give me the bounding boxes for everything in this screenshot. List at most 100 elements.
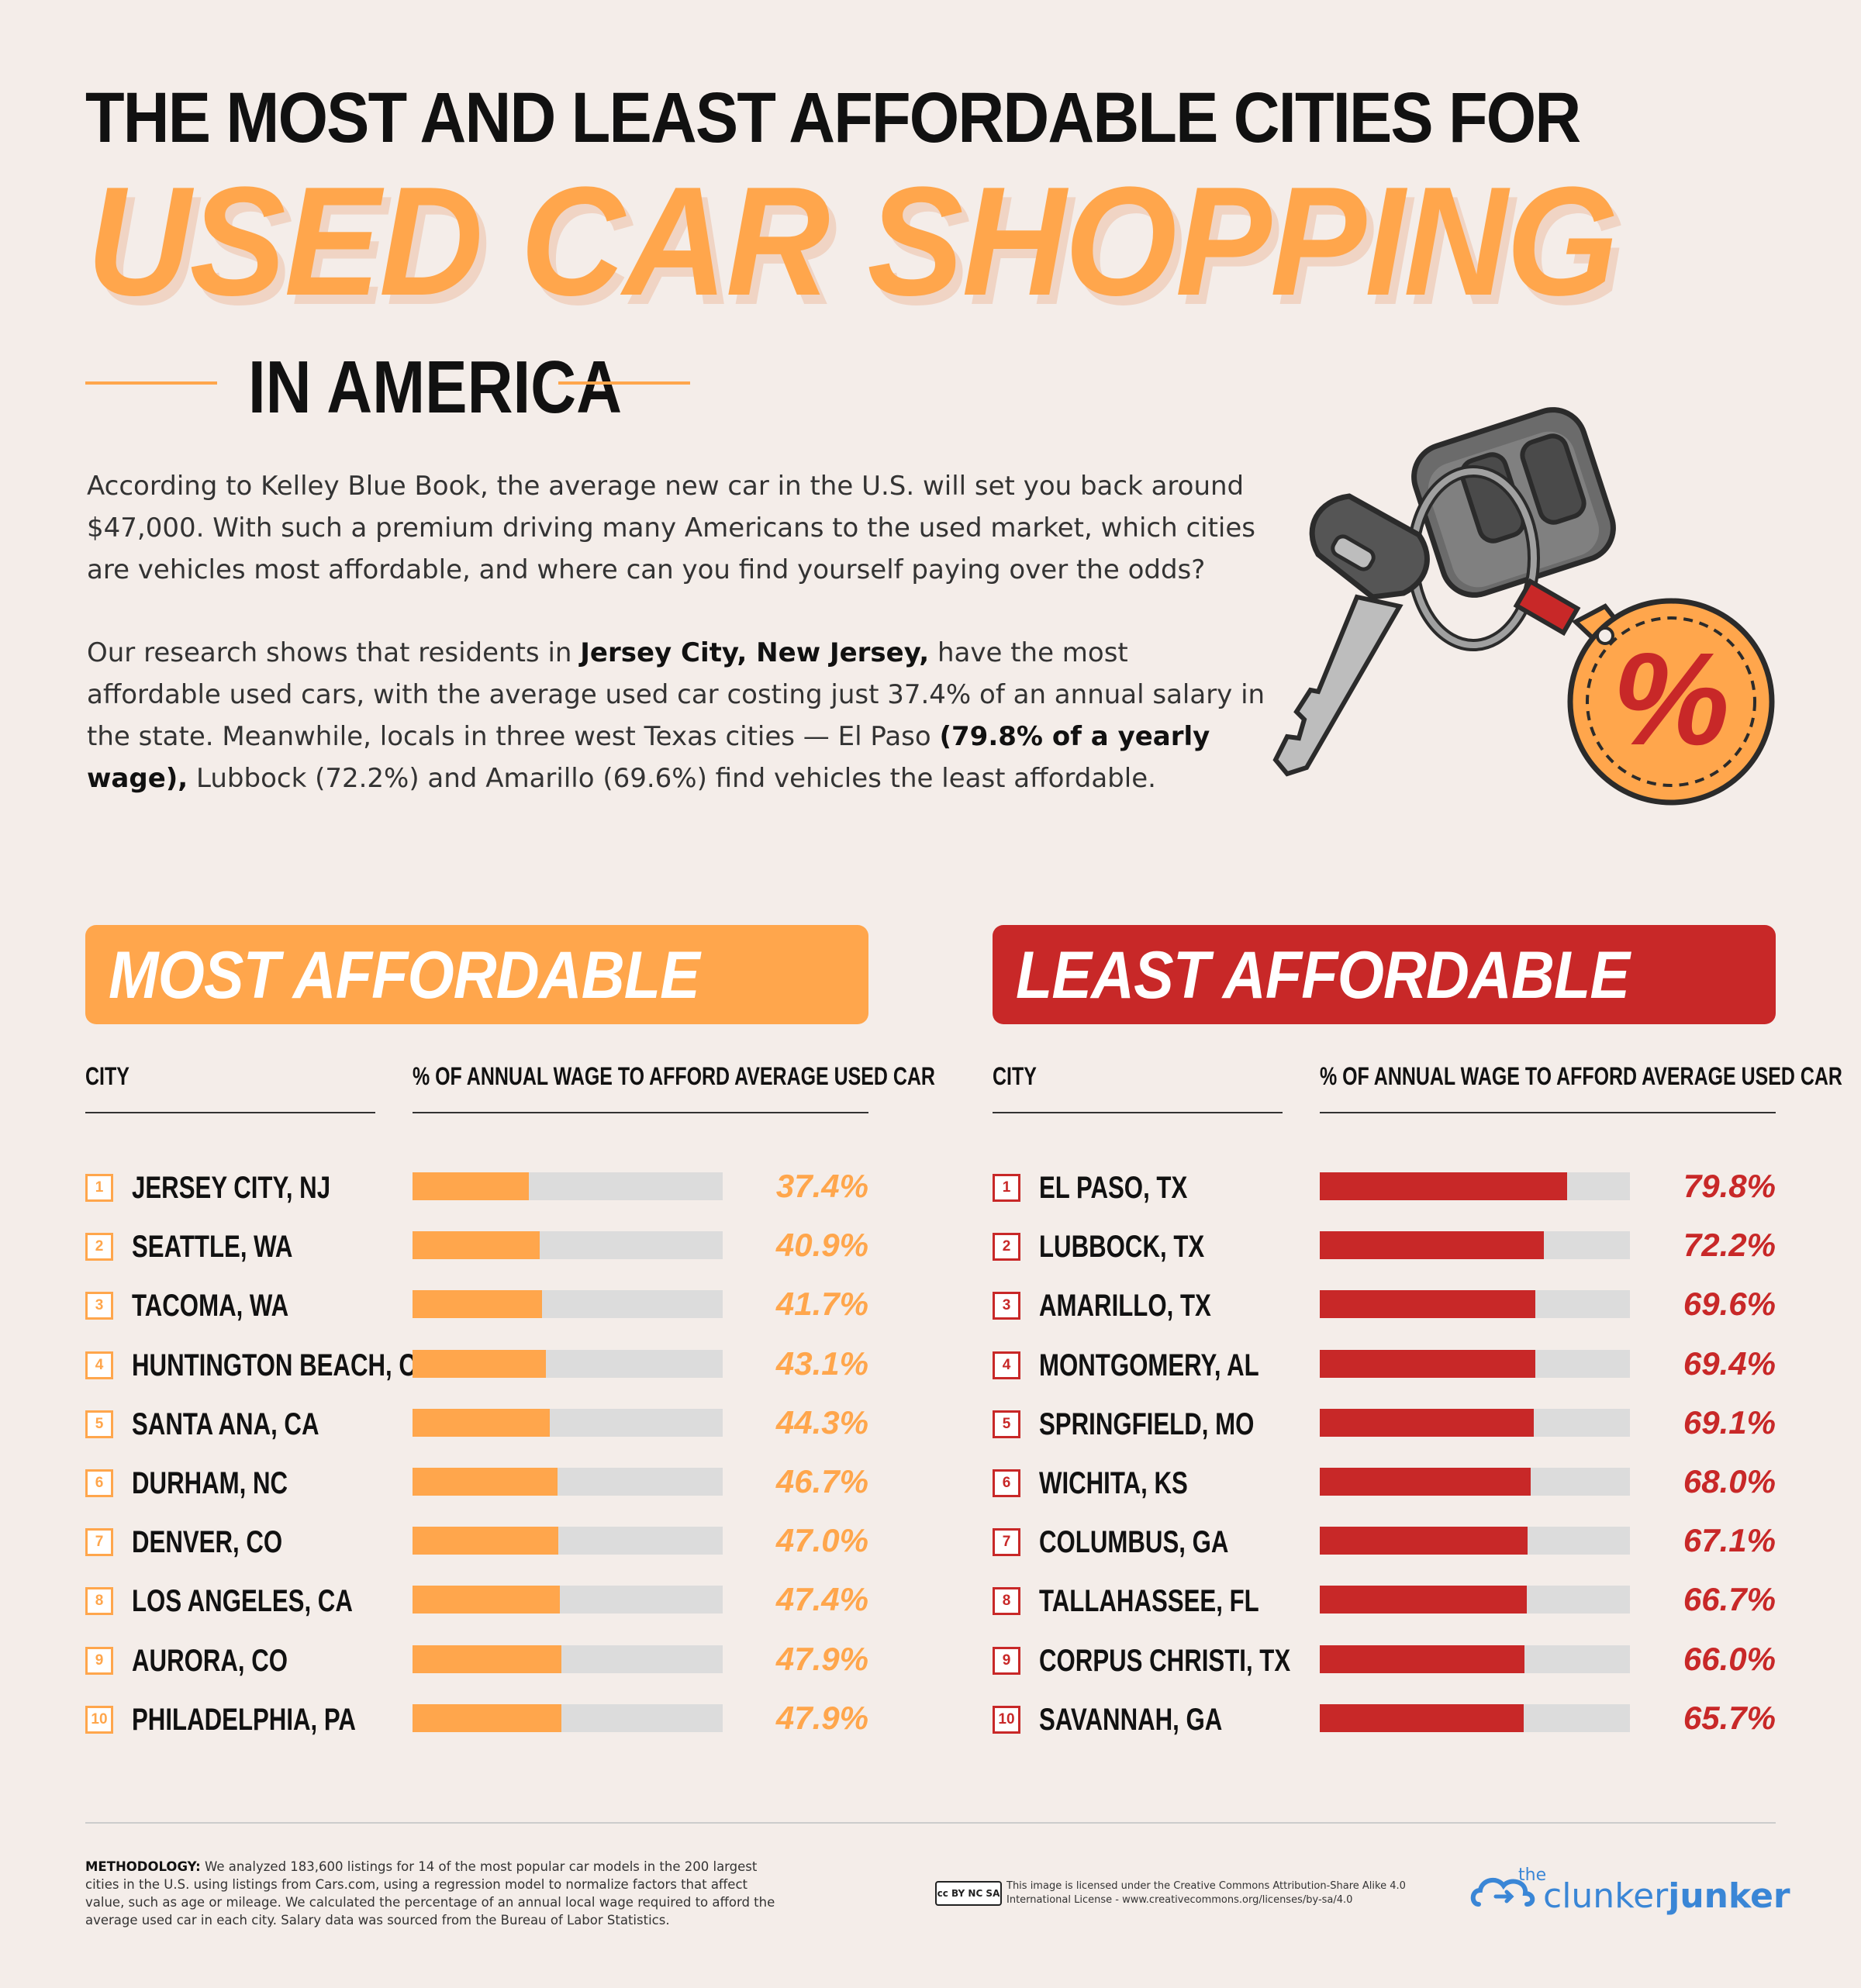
logo-the-text: the	[1518, 1865, 1547, 1885]
most-bar-track	[413, 1290, 723, 1318]
footer-divider	[85, 1822, 1776, 1824]
most-city-label: JERSEY CITY, NJ	[132, 1171, 331, 1205]
most-city-label: SEATTLE, WA	[132, 1230, 293, 1264]
least-city-label: WICHITA, KS	[1039, 1466, 1188, 1500]
most-rank-badge: 9	[85, 1647, 113, 1675]
most-value-label: 40.9%	[775, 1227, 868, 1263]
most-bar-track	[413, 1468, 723, 1496]
least-bar	[1320, 1290, 1536, 1318]
least-bar-track	[1320, 1645, 1630, 1673]
most-bar-track	[413, 1231, 723, 1259]
most-city-header: CITY	[85, 1062, 129, 1090]
most-value-label: 44.3%	[775, 1404, 868, 1441]
least-bar-track	[1320, 1231, 1630, 1259]
least-value-label: 66.7%	[1683, 1581, 1776, 1617]
most-rank-badge: 6	[85, 1469, 113, 1497]
least-value-label: 65.7%	[1683, 1700, 1776, 1736]
most-bar	[413, 1586, 560, 1614]
least-city-label: SAVANNAH, GA	[1039, 1703, 1223, 1737]
least-rank-badge: 8	[993, 1587, 1020, 1615]
least-bar	[1320, 1468, 1531, 1496]
least-value-label: 69.4%	[1683, 1345, 1776, 1382]
intro-paragraph-2: Our research shows that residents in Jer…	[87, 637, 1265, 794]
most-value-label: 46.7%	[775, 1463, 868, 1500]
least-bar	[1320, 1172, 1568, 1200]
least-value-label: 68.0%	[1683, 1463, 1776, 1500]
least-city-label: COLUMBUS, GA	[1039, 1525, 1229, 1559]
most-value-header-rule	[413, 1112, 868, 1113]
least-city-label: AMARILLO, TX	[1039, 1289, 1211, 1323]
least-rank-badge: 7	[993, 1528, 1020, 1556]
title-rule-left	[85, 381, 217, 385]
most-bar-track	[413, 1645, 723, 1673]
least-city-label: CORPUS CHRISTI, TX	[1039, 1644, 1291, 1678]
logo-wordmark: clunkerjunker	[1543, 1876, 1790, 1916]
most-value-label: 47.9%	[775, 1641, 868, 1677]
least-rank-badge: 1	[993, 1174, 1020, 1202]
most-bar	[413, 1527, 558, 1555]
least-bar-track	[1320, 1350, 1630, 1378]
title-rule-right	[558, 381, 690, 385]
most-value-label: 37.4%	[775, 1168, 868, 1204]
most-city-label: LOS ANGELES, CA	[132, 1584, 353, 1618]
svg-text:%: %	[1612, 626, 1729, 773]
most-city-label: DURHAM, NC	[132, 1466, 288, 1500]
least-value-label: 72.2%	[1683, 1227, 1776, 1263]
most-value-label: 41.7%	[775, 1286, 868, 1322]
most-bar-track	[413, 1409, 723, 1437]
least-bar-track	[1320, 1586, 1630, 1614]
most-bar	[413, 1468, 558, 1496]
most-bar-track	[413, 1527, 723, 1555]
clunker-junker-logo-icon	[1470, 1877, 1535, 1907]
most-city-label: PHILADELPHIA, PA	[132, 1703, 356, 1737]
most-bar-track	[413, 1172, 723, 1200]
least-bar-track	[1320, 1290, 1630, 1318]
least-rank-badge: 9	[993, 1647, 1020, 1675]
most-rank-badge: 10	[85, 1706, 113, 1734]
tag-strap	[1513, 578, 1581, 637]
most-bar	[413, 1290, 542, 1318]
least-value-header: % OF ANNUAL WAGE TO AFFORD AVERAGE USED …	[1320, 1062, 1842, 1090]
least-bar	[1320, 1645, 1524, 1673]
least-rank-badge: 5	[993, 1410, 1020, 1438]
most-city-label: TACOMA, WA	[132, 1289, 289, 1323]
least-city-label: LUBBOCK, TX	[1039, 1230, 1205, 1264]
least-value-label: 66.0%	[1683, 1641, 1776, 1677]
least-bar	[1320, 1586, 1527, 1614]
most-value-label: 47.9%	[775, 1700, 868, 1736]
least-city-label: SPRINGFIELD, MO	[1039, 1407, 1255, 1441]
creative-commons-badge: cc BY NC SA	[935, 1881, 1002, 1906]
least-bar-track	[1320, 1704, 1630, 1732]
least-bar	[1320, 1231, 1544, 1259]
most-value-header: % OF ANNUAL WAGE TO AFFORD AVERAGE USED …	[413, 1062, 935, 1090]
least-city-label: TALLAHASSEE, FL	[1039, 1584, 1259, 1618]
most-bar	[413, 1645, 561, 1673]
methodology-text: METHODOLOGY: We analyzed 183,600 listing…	[85, 1859, 775, 1928]
percent-tag-icon: %	[1567, 598, 1775, 806]
most-bar-track	[413, 1704, 723, 1732]
most-city-label: HUNTINGTON BEACH, CA	[132, 1348, 434, 1382]
least-affordable-banner: LEAST AFFORDABLE	[993, 925, 1776, 1024]
most-city-label: DENVER, CO	[132, 1525, 283, 1559]
least-affordable-title: LEAST AFFORDABLE	[1016, 938, 1630, 1013]
most-rank-badge: 1	[85, 1174, 113, 1202]
least-rank-badge: 2	[993, 1233, 1020, 1261]
most-rank-badge: 7	[85, 1528, 113, 1556]
most-value-label: 43.1%	[775, 1345, 868, 1382]
least-value-label: 69.6%	[1683, 1286, 1776, 1322]
least-rank-badge: 6	[993, 1469, 1020, 1497]
least-bar-track	[1320, 1409, 1630, 1437]
least-city-header: CITY	[993, 1062, 1037, 1090]
least-bar	[1320, 1527, 1528, 1555]
most-bar-track	[413, 1350, 723, 1378]
most-bar	[413, 1231, 540, 1259]
least-value-label: 69.1%	[1683, 1404, 1776, 1441]
car-key-illustration: %	[1272, 407, 1775, 806]
least-bar	[1320, 1409, 1535, 1437]
least-city-label: MONTGOMERY, AL	[1039, 1348, 1259, 1382]
most-affordable-banner: MOST AFFORDABLE	[85, 925, 868, 1024]
most-bar	[413, 1350, 547, 1378]
most-rank-badge: 3	[85, 1292, 113, 1320]
key-icon	[1272, 493, 1430, 777]
title-line-1: THE MOST AND LEAST AFFORDABLE CITIES FOR	[85, 78, 1581, 157]
